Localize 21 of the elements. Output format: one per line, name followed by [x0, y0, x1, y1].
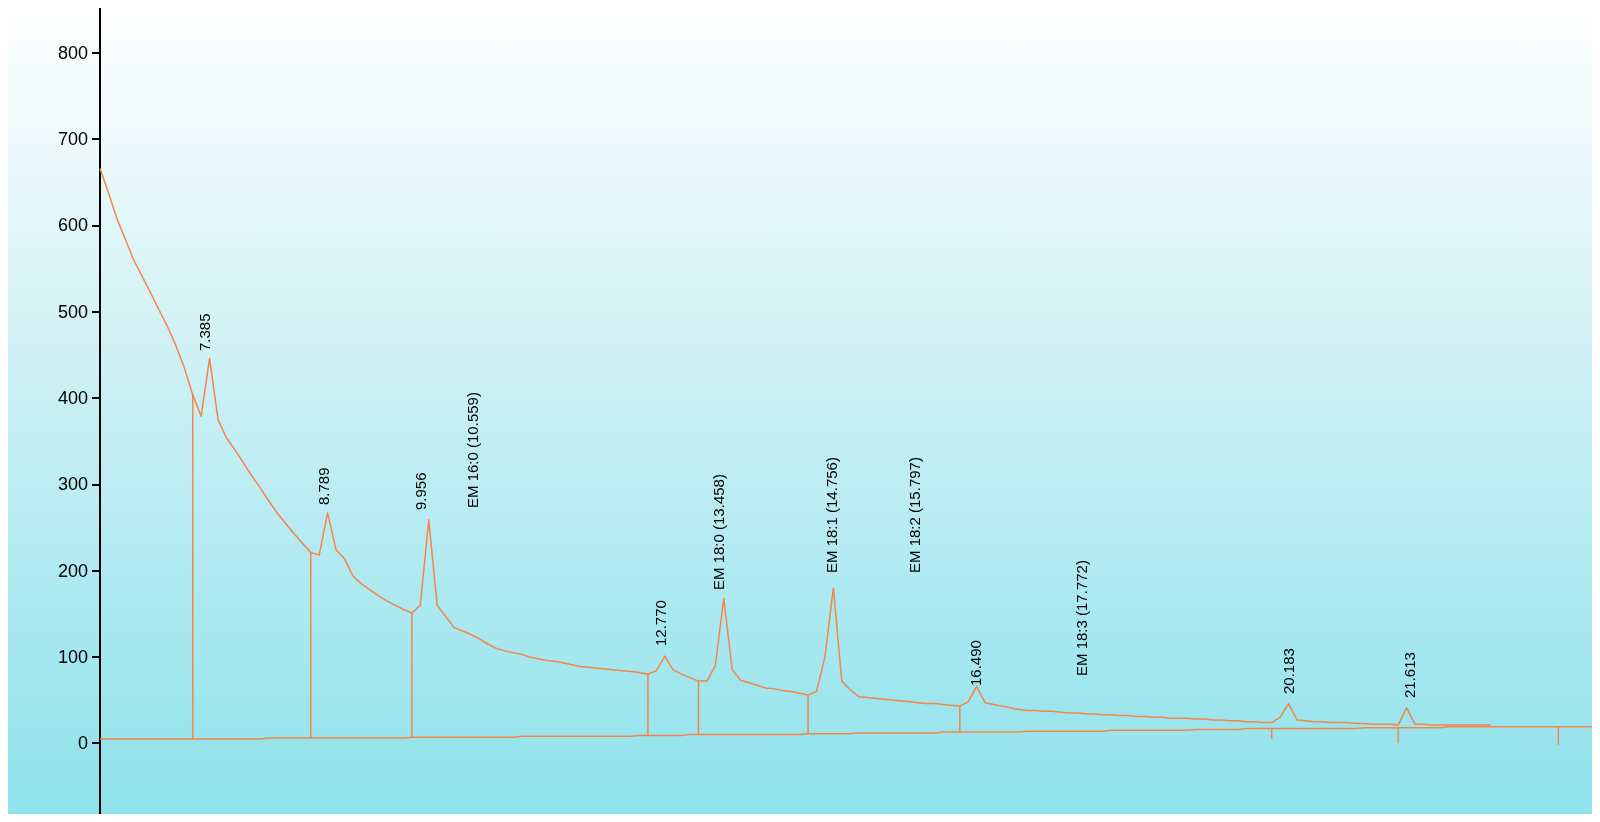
annotation: 7.385: [196, 313, 214, 351]
y-tick-label: 200: [57, 560, 88, 581]
y-tick-label: 100: [57, 646, 88, 667]
y-tick-label: 800: [57, 42, 88, 63]
annotation: 12.770: [652, 600, 670, 646]
y-tick-label: 400: [57, 388, 88, 409]
annotation: 21.613: [1400, 652, 1418, 698]
annotation: EM 18:3 (17.772): [1073, 560, 1091, 676]
annotation: 20.183: [1280, 648, 1298, 694]
y-tick-label: 0: [77, 733, 88, 754]
y-tick-label: 500: [57, 301, 88, 322]
annotation: 9.956: [411, 472, 429, 510]
annotation: EM 18:2 (15.797): [905, 457, 923, 573]
annotation: EM 16:0 (10.559): [464, 392, 482, 508]
y-tick-label: 600: [57, 215, 88, 236]
y-tick-label: 700: [57, 129, 88, 150]
annotation: EM 18:1 (14.756): [822, 457, 840, 573]
y-tick-label: 300: [57, 474, 88, 495]
annotation: 16.490: [967, 640, 985, 686]
annotation: 8.789: [314, 467, 332, 505]
annotation: EM 18:0 (13.458): [709, 474, 727, 590]
